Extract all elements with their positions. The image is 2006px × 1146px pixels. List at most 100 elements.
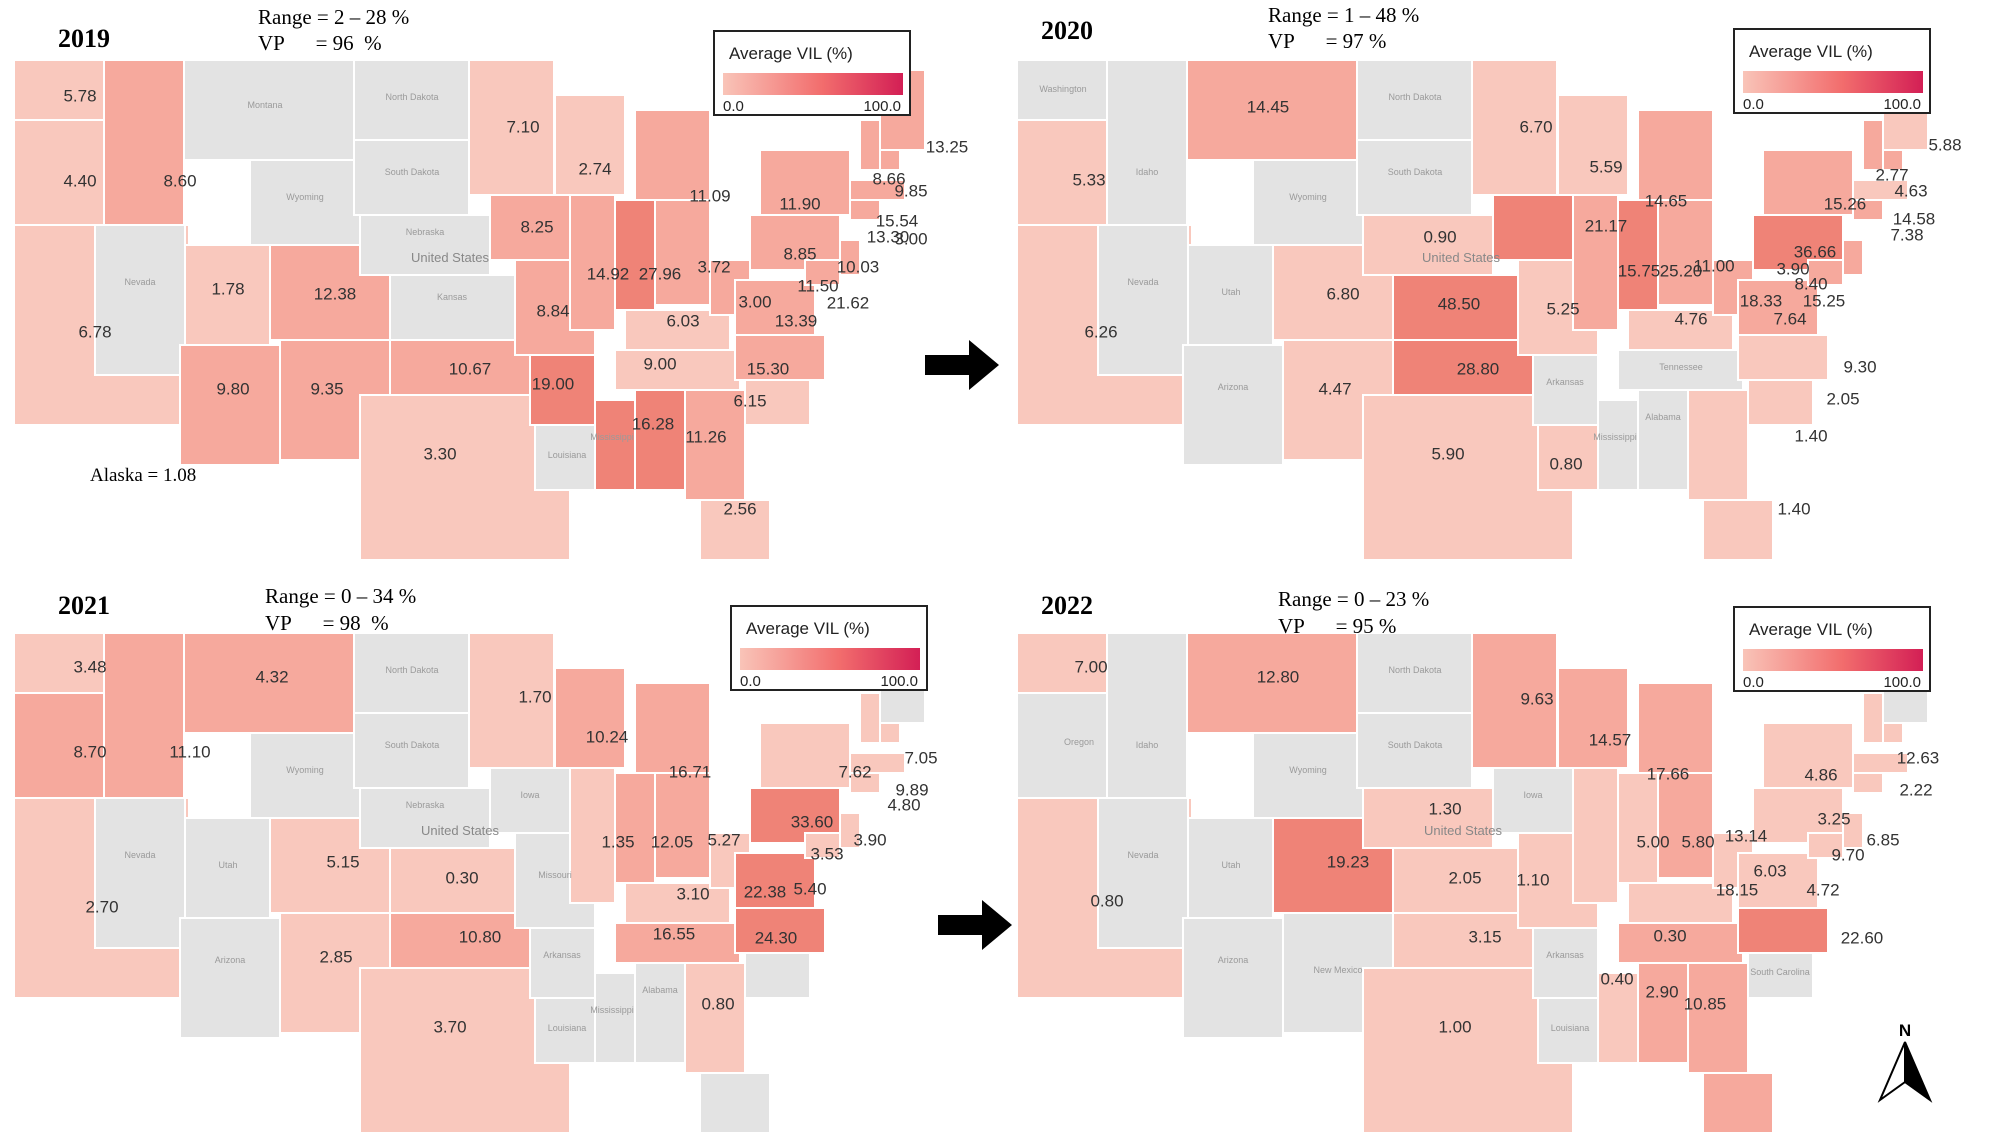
state-value-label: 12.63 (1897, 748, 1940, 767)
state-value-label: 7.64 (1773, 309, 1806, 328)
state-value-label: 3.90 (1776, 259, 1809, 278)
state-ia (1492, 767, 1574, 834)
state-ok (389, 339, 531, 396)
state-ar (1532, 354, 1599, 426)
state-value-label: 10.80 (459, 927, 502, 946)
state-mn (1471, 632, 1558, 769)
state-in (614, 772, 656, 884)
state-sd (1356, 712, 1473, 789)
state-tn (614, 349, 741, 391)
legend-gradient-bar (1743, 649, 1923, 671)
state-la (1537, 997, 1604, 1064)
state-value-label: 5.33 (1072, 170, 1105, 189)
us-map: United States 3.48 8.70 11.10 4.32 2.70 5.15 2.… (13, 632, 938, 1134)
state-value-label: 16.28 (632, 414, 675, 433)
state-name-label: Wyoming (286, 765, 323, 775)
state-value-label: 0.80 (1090, 891, 1123, 910)
state-la (534, 424, 601, 491)
state-value-label: 28.80 (1457, 359, 1500, 378)
state-in (1617, 772, 1659, 884)
state-name-label: Louisiana (548, 1023, 587, 1033)
country-label: United States (421, 823, 500, 838)
state-value-label: 3.72 (697, 257, 730, 276)
state-value-label: 13.39 (775, 311, 818, 330)
state-ar (529, 927, 596, 999)
state-nj (1842, 239, 1864, 276)
state-oh (654, 772, 711, 879)
state-value-label: 14.92 (587, 264, 630, 283)
state-value-label: 2.05 (1826, 389, 1859, 408)
state-value-label: 5.40 (793, 879, 826, 898)
state-ut (184, 244, 271, 346)
range-text: Range = 0 – 23 % (1278, 587, 1430, 611)
state-value-label: 2.90 (1645, 982, 1678, 1001)
state-name-label: North Dakota (385, 92, 438, 102)
state-value-label: 5.80 (1681, 832, 1714, 851)
vp-text: VP = 95 % (1278, 614, 1397, 638)
state-value-label: 6.03 (1753, 861, 1786, 880)
state-value-label: 14.57 (1589, 730, 1632, 749)
legend-box: Average VIL (%) 0.0 100.0 (730, 605, 928, 691)
panel-year: 2022 (1041, 591, 1093, 620)
legend-gradient-bar (740, 648, 920, 670)
state-value-label: 8.85 (783, 244, 816, 263)
state-fl (699, 499, 771, 561)
state-value-label: 4.72 (1806, 880, 1839, 899)
state-value-label: 8.60 (163, 171, 196, 190)
state-value-label: 0.40 (1600, 969, 1633, 988)
state-value-label: 4.80 (887, 795, 920, 814)
state-value-label: 3.25 (1817, 809, 1850, 828)
state-value-label: 9.80 (216, 379, 249, 398)
state-al (1637, 962, 1689, 1064)
state-name-label: Wyoming (1289, 765, 1326, 775)
state-nj (839, 239, 861, 276)
state-name-label: Louisiana (1551, 1023, 1590, 1033)
state-nc (1737, 334, 1829, 381)
legend-min-label: 0.0 (723, 98, 744, 115)
state-name-label: South Dakota (1388, 740, 1443, 750)
state-ms (594, 972, 636, 1064)
state-wy (249, 732, 361, 819)
us-map: United States 5.78 4.40 8.60 6.78 1.78 12.38 9.… (13, 59, 968, 561)
state-value-label: 16.71 (669, 762, 712, 781)
state-value-label: 17.66 (1647, 764, 1690, 783)
state-md (1807, 832, 1844, 859)
state-name-label: Arizona (1218, 382, 1249, 392)
state-value-label: 3.00 (894, 229, 927, 248)
state-wa (13, 59, 105, 121)
state-az (179, 344, 281, 466)
state-al (1637, 389, 1689, 491)
state-id (103, 632, 185, 799)
state-va (734, 852, 816, 909)
vp-text: VP = 97 % (1268, 29, 1387, 53)
legend-title: Average VIL (%) (1749, 42, 1873, 61)
state-wi (554, 94, 626, 196)
state-value-label: 2.85 (319, 947, 352, 966)
state-ga (1687, 962, 1749, 1074)
state-vt (1862, 692, 1884, 744)
state-md (804, 832, 841, 859)
state-ok (389, 912, 531, 969)
state-value-label: 6.85 (1866, 830, 1899, 849)
state-value-label: 3.15 (1468, 927, 1501, 946)
state-value-label: 3.53 (810, 844, 843, 863)
state-value-label: 2.74 (578, 159, 611, 178)
state-value-label: 11.90 (779, 194, 820, 213)
state-wi (554, 667, 626, 769)
state-value-label: 2.22 (1899, 780, 1932, 799)
state-ct (1852, 199, 1884, 221)
state-la (1537, 424, 1604, 491)
state-name-label: Arkansas (543, 950, 581, 960)
state-value-label: 5.90 (1431, 444, 1464, 463)
state-nc (734, 907, 826, 954)
state-name-label: Arkansas (1546, 377, 1584, 387)
state-value-label: 8.40 (1794, 274, 1827, 293)
state-value-label: 15.75 (1618, 261, 1661, 280)
state-value-label: 5.27 (707, 830, 740, 849)
state-value-label: 11.26 (685, 427, 726, 446)
state-nc (1737, 907, 1829, 954)
map-panel-2022: United States 7.00 0.80 12.80 19.23 1.30 2.05 3… (1003, 573, 2006, 1146)
legend-max-label: 100.0 (1883, 674, 1921, 691)
state-value-label: 2.77 (1875, 165, 1908, 184)
state-name-label: South Dakota (1388, 167, 1443, 177)
